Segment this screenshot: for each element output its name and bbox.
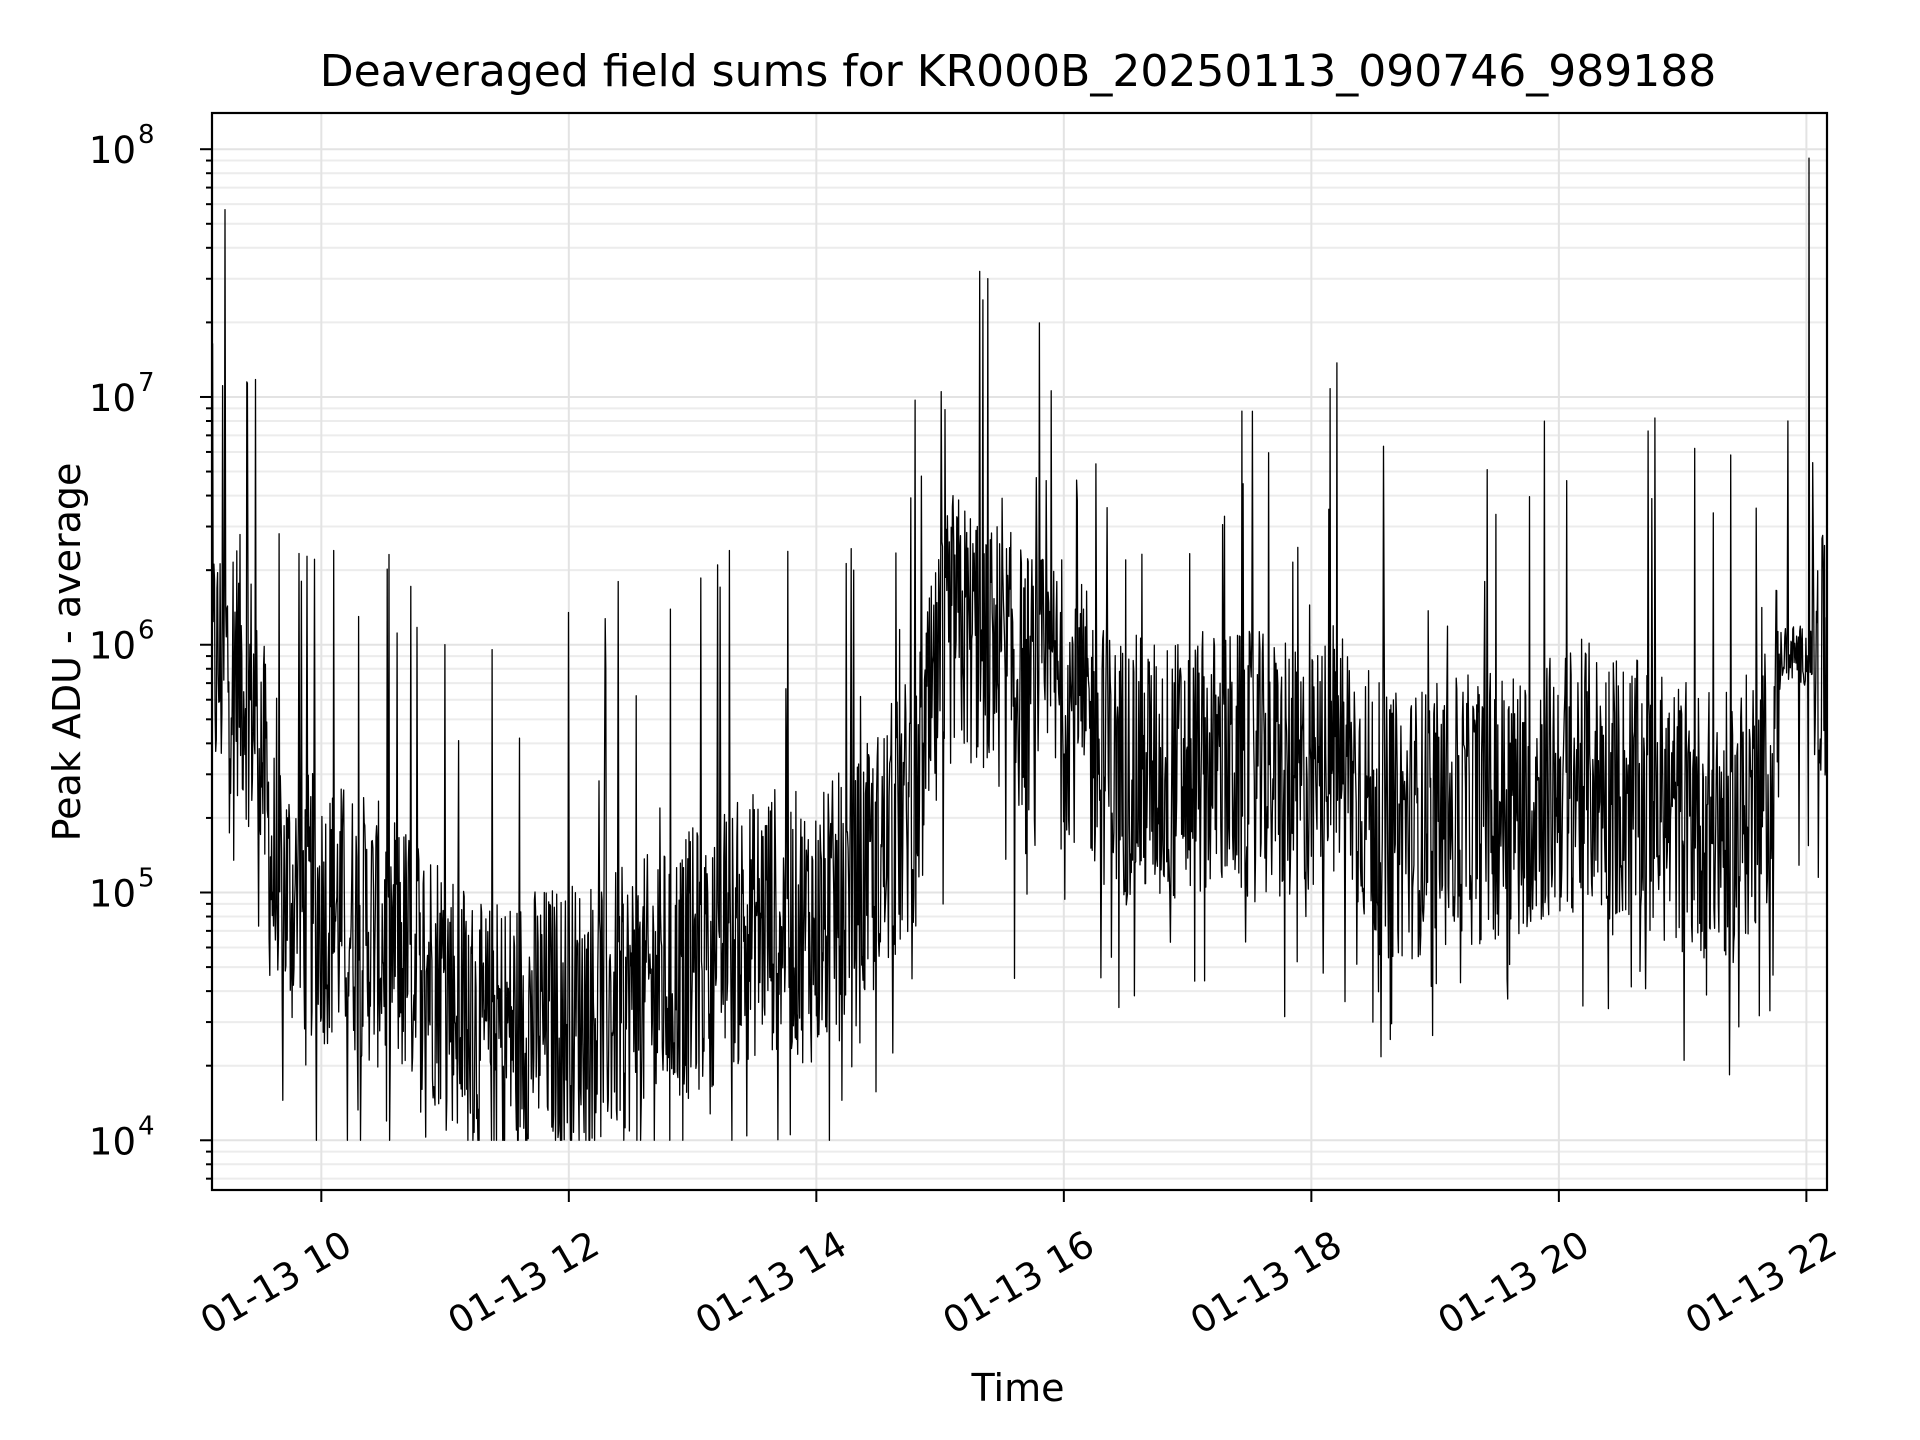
y-tick-label: 10 [89, 873, 136, 916]
x-axis-label: Time [971, 1366, 1065, 1410]
y-tick-exponent: 6 [138, 616, 155, 646]
y-tick-base: 10 [89, 625, 136, 668]
y-axis-label: Peak ADU - average [45, 463, 89, 842]
y-tick-exponent: 7 [138, 368, 155, 398]
y-tick-base: 10 [89, 1120, 136, 1163]
plot-area [212, 157, 1827, 1141]
y-tick-exponent: 4 [138, 1111, 155, 1141]
y-tick-label: 10 [89, 377, 136, 420]
chart-title: Deaveraged field sums for KR000B_2025011… [320, 46, 1716, 97]
x-tick-label: 01-13 18 [1183, 1223, 1349, 1343]
x-tick-label: 01-13 10 [193, 1223, 359, 1343]
y-tick-label: 10 [89, 129, 136, 172]
y-tick-base: 10 [89, 377, 136, 420]
x-tick-label: 01-13 14 [688, 1223, 854, 1343]
plot-frame [210, 111, 1829, 1192]
x-tick-label: 01-13 12 [441, 1223, 607, 1343]
x-tick-label: 01-13 22 [1678, 1223, 1844, 1343]
x-tick-label: 01-13 16 [936, 1223, 1102, 1343]
y-tick-exponent: 5 [138, 864, 155, 894]
y-tick-label: 10 [89, 1120, 136, 1163]
y-tick-base: 10 [89, 873, 136, 916]
y-tick-exponent: 8 [138, 120, 155, 150]
series-line [212, 157, 1827, 1141]
y-tick-label: 10 [89, 625, 136, 668]
x-tick-label: 01-13 20 [1431, 1223, 1597, 1343]
y-tick-base: 10 [89, 129, 136, 172]
